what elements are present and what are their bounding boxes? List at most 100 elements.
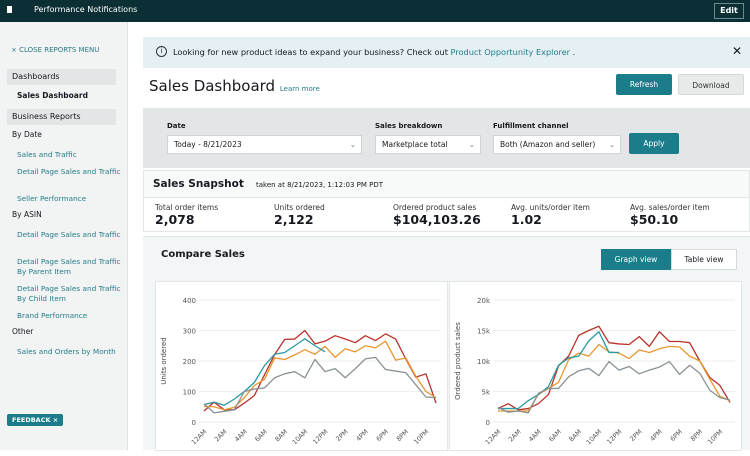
series-line-3 bbox=[497, 360, 731, 414]
feedback-button[interactable]: FEEDBACK × bbox=[7, 414, 64, 426]
metric-ordered-product-sales: Ordered product sales $104,103.26 bbox=[393, 203, 481, 227]
product-opportunity-explorer-link[interactable]: Product Opportunity Explorer bbox=[450, 47, 571, 57]
x-tick-label: 10AM bbox=[291, 428, 310, 447]
y-tick-label: 100 bbox=[183, 389, 196, 397]
y-tick-label: 200 bbox=[183, 358, 196, 366]
series-line-1 bbox=[203, 340, 437, 411]
x-tick-label: 8AM bbox=[273, 428, 289, 444]
table-view-tab[interactable]: Table view bbox=[671, 249, 737, 270]
sidebar-item-sales-dashboard[interactable]: Sales Dashboard bbox=[17, 91, 88, 100]
metric-label: Total order items bbox=[155, 203, 219, 212]
date-value: Today - 8/21/2023 bbox=[174, 140, 242, 149]
x-tick-label: 4AM bbox=[233, 428, 249, 444]
reports-sidebar: × CLOSE REPORTS MENU Dashboards Sales Da… bbox=[0, 22, 128, 450]
sidebar-item-detail-page-asin[interactable]: Detail Page Sales and Traffic bbox=[17, 230, 121, 239]
sidebar-item-detail-page-parent[interactable]: Detail Page Sales and Traffic By Parent … bbox=[17, 257, 121, 276]
sidebar-item-sales-and-traffic[interactable]: Sales and Traffic bbox=[17, 150, 77, 159]
group-by-asin: By ASIN bbox=[12, 210, 42, 219]
close-reports-menu-link[interactable]: × CLOSE REPORTS MENU bbox=[11, 46, 100, 54]
fulfillment-channel-select[interactable]: Both (Amazon and seller) ⌄ bbox=[493, 135, 621, 154]
series-line-2 bbox=[203, 338, 326, 406]
y-tick-label: 0 bbox=[486, 419, 490, 427]
sidebar-item-seller-performance[interactable]: Seller Performance bbox=[17, 194, 87, 203]
fulfillment-channel-label: Fulfillment channel bbox=[493, 122, 569, 130]
metric-label: Avg. sales/order item bbox=[630, 203, 710, 212]
info-banner: i Looking for new product ideas to expan… bbox=[143, 37, 750, 68]
sales-breakdown-value: Marketplace total bbox=[382, 140, 448, 149]
y-tick-label: 10k bbox=[477, 358, 491, 366]
x-tick-label: 12AM bbox=[190, 428, 209, 447]
y-tick-label: 300 bbox=[183, 328, 196, 336]
x-tick-label: 8PM bbox=[689, 428, 704, 443]
x-tick-label: 2AM bbox=[213, 428, 229, 444]
metric-avg-units: Avg. units/order item 1.02 bbox=[511, 203, 590, 227]
y-axis-label: Ordered product sales bbox=[454, 322, 462, 400]
chevron-down-icon: ⌄ bbox=[468, 140, 475, 149]
date-label: Date bbox=[167, 122, 186, 130]
x-tick-label: 6PM bbox=[669, 428, 684, 443]
x-tick-label: 4PM bbox=[354, 428, 369, 443]
units-ordered-chart-card: 0 100 200 300 400 Units ordered 12AM 2AM 4AM 6AM 8… bbox=[155, 281, 448, 451]
x-tick-label: 2PM bbox=[334, 428, 349, 443]
chevron-down-icon: ⌄ bbox=[349, 140, 356, 149]
series-line-2 bbox=[498, 331, 620, 410]
x-tick-label: 12PM bbox=[605, 428, 623, 446]
date-select[interactable]: Today - 8/21/2023 ⌄ bbox=[167, 135, 362, 154]
performance-notifications-link[interactable]: Performance Notifications bbox=[34, 5, 138, 14]
group-other: Other bbox=[12, 327, 34, 336]
filter-panel: Date Today - 8/21/2023 ⌄ Sales breakdown … bbox=[143, 108, 750, 168]
fulfillment-channel-value: Both (Amazon and seller) bbox=[500, 140, 596, 149]
product-sales-chart-card: 0 5k 10k 15k 20k Ordered product sales 12AM 2AM… bbox=[449, 281, 742, 451]
edit-button[interactable]: Edit bbox=[714, 3, 744, 19]
snapshot-header: Sales Snapshot taken at 8/21/2023, 1:12:… bbox=[144, 171, 749, 198]
info-icon: i bbox=[156, 46, 167, 57]
x-tick-label: 12AM bbox=[484, 428, 503, 447]
metric-value: $104,103.26 bbox=[393, 212, 481, 227]
x-tick-label: 2PM bbox=[628, 428, 643, 443]
x-tick-label: 4PM bbox=[648, 428, 663, 443]
y-tick-label: 15k bbox=[477, 328, 491, 336]
compare-sales-title: Compare Sales bbox=[161, 249, 245, 260]
x-tick-label: 6AM bbox=[253, 428, 269, 444]
x-tick-label: 6PM bbox=[375, 428, 390, 443]
y-axis-label: Units ordered bbox=[160, 337, 168, 384]
apply-button[interactable]: Apply bbox=[629, 133, 679, 154]
x-tick-label: 10PM bbox=[706, 428, 724, 446]
metric-total-order-items: Total order items 2,078 bbox=[155, 203, 218, 227]
x-tick-label: 8PM bbox=[395, 428, 410, 443]
group-by-date: By Date bbox=[12, 130, 42, 139]
banner-text: Looking for new product ideas to expand … bbox=[173, 47, 451, 57]
top-bar: Performance Notifications Edit bbox=[0, 0, 750, 22]
sidebar-item-sales-orders-month[interactable]: Sales and Orders by Month bbox=[17, 347, 116, 356]
bookmark-icon[interactable] bbox=[7, 6, 12, 13]
y-tick-label: 5k bbox=[481, 389, 490, 397]
page-title-text: Sales Dashboard bbox=[149, 77, 276, 95]
sales-breakdown-select[interactable]: Marketplace total ⌄ bbox=[375, 135, 481, 154]
snapshot-title: Sales Snapshot bbox=[153, 178, 244, 190]
close-icon[interactable]: ✕ bbox=[731, 44, 742, 58]
graph-view-tab[interactable]: Graph view bbox=[601, 249, 671, 270]
y-tick-label: 20k bbox=[477, 297, 491, 305]
sidebar-item-detail-page-sales-traffic[interactable]: Detail Page Sales and Traffic bbox=[17, 167, 121, 176]
refresh-button[interactable]: Refresh bbox=[616, 74, 672, 95]
section-dashboards: Dashboards bbox=[7, 69, 116, 85]
series-line-3 bbox=[203, 356, 437, 414]
series-line-1 bbox=[498, 343, 731, 412]
sidebar-item-detail-page-child[interactable]: Detail Page Sales and Traffic By Child I… bbox=[17, 284, 121, 303]
y-tick-label: 0 bbox=[192, 419, 196, 427]
product-sales-chart: 0 5k 10k 15k 20k Ordered product sales 12AM 2AM… bbox=[454, 297, 735, 447]
learn-more-link[interactable]: Learn more bbox=[279, 85, 320, 93]
metric-label: Ordered product sales bbox=[393, 203, 477, 212]
x-tick-label: 4AM bbox=[527, 428, 543, 444]
chevron-down-icon: ⌄ bbox=[608, 140, 615, 149]
page-title: Sales Dashboard Learn more bbox=[149, 77, 320, 95]
sidebar-item-brand-performance[interactable]: Brand Performance bbox=[17, 311, 88, 320]
metric-label: Units ordered bbox=[274, 203, 325, 212]
metric-avg-sales: Avg. sales/order item $50.10 bbox=[630, 203, 710, 227]
section-business-reports: Business Reports bbox=[7, 109, 116, 125]
metric-value: 2,078 bbox=[155, 212, 195, 227]
x-tick-label: 12PM bbox=[311, 428, 329, 446]
download-button[interactable]: Download bbox=[678, 74, 744, 95]
metric-value: 1.02 bbox=[511, 212, 542, 227]
